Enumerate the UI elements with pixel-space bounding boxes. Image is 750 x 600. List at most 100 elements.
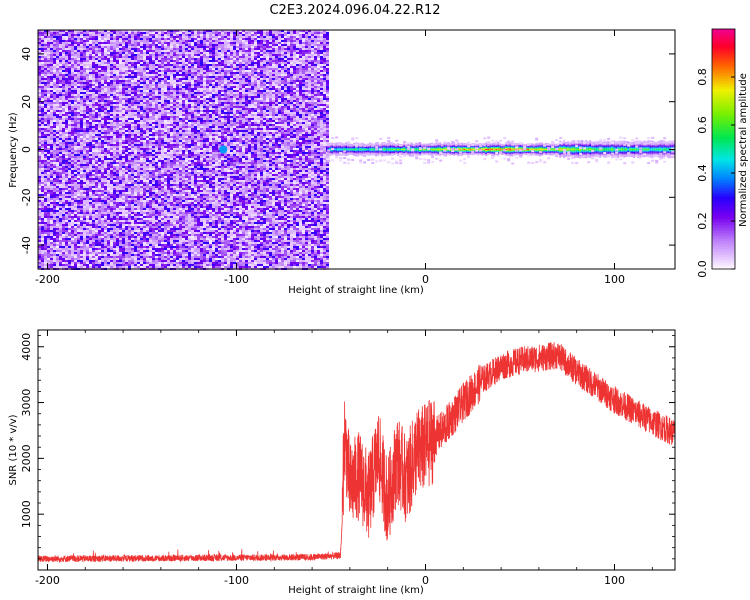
spectrogram-noise-cell <box>71 222 74 224</box>
spectrogram-noise-cell <box>74 134 77 136</box>
spectrogram-noise-cell <box>116 60 119 62</box>
spectrogram-noise-cell <box>134 218 137 220</box>
spectrogram-noise-cell <box>95 44 98 46</box>
spectrogram-noise-cell <box>122 212 125 214</box>
spectrogram-noise-cell <box>107 74 110 76</box>
spectrogram-noise-cell <box>149 120 152 122</box>
spectrogram-noise-cell <box>122 204 125 206</box>
spectrogram-noise-cell <box>131 254 134 256</box>
spectrogram-noise-cell <box>155 228 158 230</box>
spectrogram-noise-cell <box>104 194 107 196</box>
spectrogram-noise-cell <box>137 218 140 220</box>
spectrogram-noise-cell <box>116 252 119 254</box>
spectrogram-noise-cell <box>53 140 56 142</box>
spectrogram-noise-cell <box>149 38 152 40</box>
spectrogram-noise-cell <box>140 126 143 128</box>
spectrogram-noise-cell <box>158 30 161 32</box>
spectrogram-noise-cell <box>80 106 83 108</box>
spectrogram-noise-cell <box>98 92 101 94</box>
spectrogram-noise-cell <box>107 126 110 128</box>
spectrogram-noise-cell <box>92 126 95 128</box>
spectrogram-noise-cell <box>77 160 80 162</box>
spectrogram-noise-cell <box>146 150 149 152</box>
spectrogram-noise-cell <box>149 54 152 56</box>
spectrogram-noise-cell <box>149 200 152 202</box>
spectrogram-noise-cell <box>119 110 122 112</box>
spectrogram-noise-cell <box>83 114 86 116</box>
spectrogram-noise-cell <box>77 204 80 206</box>
spectrogram-noise-cell <box>107 38 110 40</box>
spectrogram-noise-cell <box>101 138 104 140</box>
spectrogram-noise-cell <box>74 252 77 254</box>
spectrogram-noise-cell <box>116 232 119 234</box>
spectrogram-noise-cell <box>65 84 68 86</box>
spectrogram-noise-cell <box>101 108 104 110</box>
spectrogram-noise-cell <box>152 258 155 260</box>
spectrogram-noise-cell <box>95 254 98 256</box>
spectrogram-noise-cell <box>98 34 101 36</box>
spectrogram-noise-cell <box>161 144 164 146</box>
spectrogram-noise-cell <box>131 206 134 208</box>
spectrogram-noise-cell <box>158 46 161 48</box>
spectrogram-noise-cell <box>74 76 77 78</box>
spectrogram-noise-cell <box>119 254 122 256</box>
spectrogram-noise-cell <box>86 186 89 188</box>
spectrogram-noise-cell <box>125 244 128 246</box>
spectrogram-noise-cell <box>65 88 68 90</box>
spectrogram-noise-cell <box>143 112 146 114</box>
spectrogram-noise-cell <box>107 32 110 34</box>
spectrogram-noise-cell <box>83 244 86 246</box>
spectrogram-noise-cell <box>44 216 47 218</box>
spectrogram-noise-cell <box>95 72 98 74</box>
spectrogram-noise-cell <box>53 244 56 246</box>
spectrogram-noise-cell <box>47 58 50 60</box>
spectrogram-noise-cell <box>59 194 62 196</box>
spectrogram-noise-cell <box>143 54 146 56</box>
spectrogram-noise-cell <box>146 222 149 224</box>
spectrogram-noise-cell <box>74 238 77 240</box>
spectrogram-noise-cell <box>86 142 89 144</box>
spectrogram-noise-cell <box>71 30 74 32</box>
spectrogram-noise-cell <box>161 150 164 152</box>
spectrogram-noise-cell <box>98 40 101 42</box>
spectrogram-noise-cell <box>98 192 101 194</box>
spectrogram-noise-cell <box>47 114 50 116</box>
spectrogram-noise-cell <box>119 44 122 46</box>
spectrogram-noise-cell <box>38 60 41 62</box>
spectrogram-noise-cell <box>89 132 92 134</box>
spectrogram-noise-cell <box>101 148 104 150</box>
spectrogram-noise-cell <box>125 232 128 234</box>
spectrogram-noise-cell <box>158 142 161 144</box>
spectrogram-noise-cell <box>38 212 41 214</box>
spectrogram-noise-cell <box>74 154 77 156</box>
spectrogram-noise-cell <box>146 238 149 240</box>
spectrogram-noise-cell <box>116 186 119 188</box>
spectrogram-noise-cell <box>92 190 95 192</box>
spectrogram-noise-cell <box>83 138 86 140</box>
spectrogram-noise-cell <box>119 128 122 130</box>
spectrogram-noise-cell <box>161 160 164 162</box>
spectrogram-noise-cell <box>125 150 128 152</box>
spectrogram-noise-cell <box>65 166 68 168</box>
spectrogram-noise-cell <box>59 170 62 172</box>
spectrogram-noise-cell <box>125 136 128 138</box>
spectrogram-noise-cell <box>125 124 128 126</box>
spectrogram-noise-cell <box>65 82 68 84</box>
spectrogram-noise-cell <box>56 200 59 202</box>
spectrogram-noise-cell <box>146 148 149 150</box>
spectrogram-noise-cell <box>41 240 44 242</box>
spectrogram-noise-cell <box>53 52 56 54</box>
spectrogram-noise-cell <box>122 88 125 90</box>
spectrogram-noise-cell <box>95 98 98 100</box>
spectrogram-noise-cell <box>119 122 122 124</box>
spectrogram-noise-cell <box>56 110 59 112</box>
spectrogram-noise-cell <box>122 32 125 34</box>
spectrogram-noise-cell <box>104 188 107 190</box>
spectrogram-noise-cell <box>149 178 152 180</box>
spectrogram-noise-cell <box>95 76 98 78</box>
spectrogram-noise-cell <box>116 226 119 228</box>
spectrogram-noise-cell <box>74 256 77 258</box>
spectrogram-noise-cell <box>53 70 56 72</box>
spectrogram-noise-cell <box>131 242 134 244</box>
spectrogram-noise-cell <box>131 110 134 112</box>
